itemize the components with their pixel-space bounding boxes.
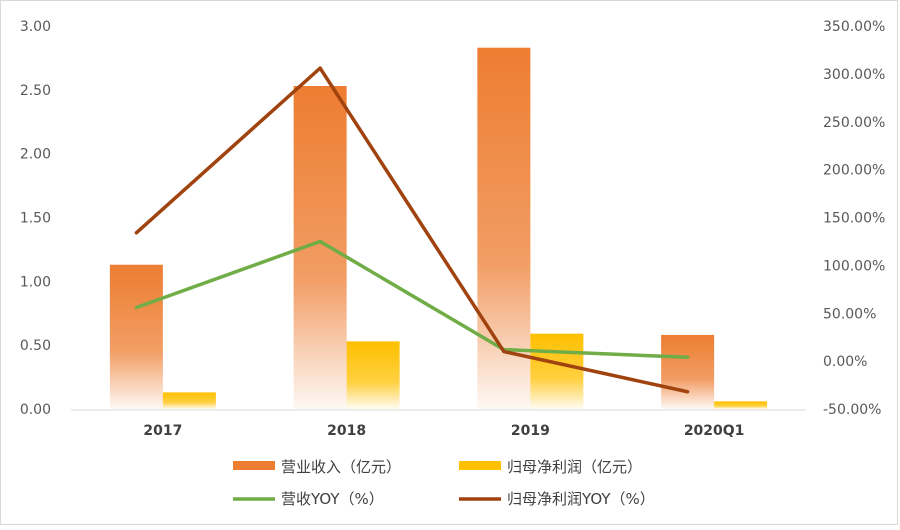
legend-label: 营业收入（亿元） — [281, 458, 401, 476]
left-axis-tick-label: 1.00 — [20, 274, 51, 290]
bar — [661, 334, 715, 409]
legend-label: 归母净利润（亿元） — [507, 458, 642, 476]
bar — [714, 401, 768, 409]
legend-swatch — [233, 461, 275, 470]
bar — [109, 264, 163, 409]
right-axis-tick-label: 350.00% — [823, 19, 885, 35]
left-axis-tick-label: 0.50 — [20, 338, 51, 354]
bar — [530, 333, 584, 409]
left-axis-tick-label: 0.00 — [20, 402, 51, 418]
right-axis-tick-label: -50.00% — [823, 402, 881, 418]
right-axis-tick-label: 50.00% — [823, 306, 876, 322]
right-axis-tick-label: 150.00% — [823, 211, 885, 227]
left-axis-tick-label: 2.00 — [20, 147, 51, 163]
right-axis-tick-label: 250.00% — [823, 115, 885, 131]
left-axis-tick-label: 3.00 — [20, 19, 51, 35]
bar — [346, 341, 400, 409]
left-axis-tick-label: 1.50 — [20, 211, 51, 227]
legend-label: 营收YOY（%） — [281, 490, 384, 508]
x-axis-category-label: 2017 — [143, 423, 182, 439]
bar — [162, 392, 216, 409]
line-series — [134, 66, 690, 394]
x-axis-category-label: 2020Q1 — [684, 423, 745, 439]
x-axis-category-label: 2019 — [511, 423, 550, 439]
right-axis-tick-label: 300.00% — [823, 67, 885, 83]
line-series — [134, 239, 690, 360]
x-axis-category-label: 2018 — [327, 423, 366, 439]
right-axis-tick-label: 200.00% — [823, 163, 885, 179]
left-axis-tick-label: 2.50 — [20, 83, 51, 99]
right-axis-tick-label: 100.00% — [823, 258, 885, 274]
legend-label: 归母净利润YOY（%） — [507, 490, 655, 508]
right-axis-tick-label: 0.00% — [823, 354, 867, 370]
legend-swatch — [459, 461, 501, 470]
